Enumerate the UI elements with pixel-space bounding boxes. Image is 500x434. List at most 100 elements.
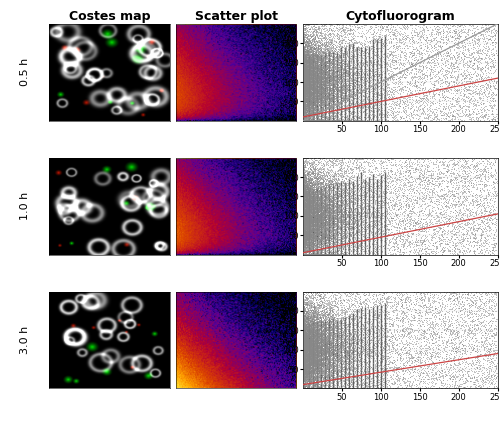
Point [376, 214, 384, 221]
Point [305, 181, 313, 188]
Point [353, 332, 361, 339]
Point [301, 171, 309, 178]
Point [330, 69, 338, 76]
Point [302, 91, 310, 98]
Point [396, 42, 404, 49]
Point [305, 79, 313, 85]
Point [314, 251, 322, 258]
Point [470, 291, 478, 298]
Point [311, 205, 319, 212]
Point [300, 66, 308, 73]
Point [304, 177, 312, 184]
Point [302, 80, 310, 87]
Point [420, 289, 428, 296]
Point [300, 92, 308, 99]
Point [328, 158, 336, 164]
Point [396, 220, 404, 227]
Point [310, 60, 318, 67]
Point [356, 59, 364, 66]
Point [318, 99, 326, 106]
Point [429, 155, 437, 162]
Point [401, 201, 409, 208]
Point [473, 83, 481, 90]
Point [318, 191, 326, 198]
Point [307, 58, 315, 65]
Point [306, 330, 314, 337]
Point [385, 203, 393, 210]
Point [300, 204, 308, 210]
Point [302, 99, 310, 105]
Point [349, 81, 357, 88]
Point [312, 345, 320, 352]
Point [306, 71, 314, 78]
Point [314, 61, 322, 68]
Point [332, 203, 340, 210]
Point [302, 182, 310, 189]
Point [314, 320, 322, 327]
Point [304, 96, 312, 103]
Point [314, 352, 322, 358]
Point [302, 50, 310, 57]
Point [461, 46, 469, 53]
Point [304, 116, 312, 123]
Point [384, 181, 392, 188]
Point [330, 66, 338, 73]
Point [364, 215, 372, 222]
Point [316, 303, 324, 310]
Point [305, 112, 313, 119]
Point [333, 177, 341, 184]
Point [302, 385, 310, 391]
Point [311, 194, 319, 201]
Point [330, 314, 338, 321]
Point [447, 77, 455, 84]
Point [387, 39, 395, 46]
Point [312, 161, 320, 168]
Point [302, 103, 310, 110]
Point [400, 297, 408, 304]
Point [338, 324, 346, 331]
Point [310, 214, 318, 220]
Point [314, 79, 322, 86]
Point [319, 80, 327, 87]
Point [368, 336, 376, 343]
Point [340, 329, 348, 335]
Point [436, 158, 444, 165]
Point [329, 209, 337, 216]
Point [471, 325, 479, 332]
Point [364, 381, 372, 388]
Point [342, 362, 349, 369]
Point [325, 54, 333, 61]
Point [332, 304, 340, 311]
Point [416, 62, 424, 69]
Point [422, 310, 430, 317]
Point [318, 62, 326, 69]
Point [314, 325, 322, 332]
Point [325, 240, 333, 247]
Point [336, 320, 344, 327]
Point [354, 222, 362, 229]
Point [418, 30, 426, 37]
Point [301, 117, 309, 124]
Point [302, 212, 310, 219]
Point [310, 340, 318, 347]
Point [406, 216, 414, 223]
Point [300, 191, 308, 197]
Point [345, 231, 353, 238]
Point [340, 51, 348, 58]
Point [300, 88, 308, 95]
Point [318, 234, 326, 241]
Point [329, 42, 337, 49]
Point [365, 188, 373, 195]
Point [350, 64, 358, 71]
Point [311, 79, 319, 85]
Point [325, 347, 333, 354]
Point [365, 37, 373, 44]
Point [302, 351, 310, 358]
Point [370, 36, 378, 43]
Point [378, 62, 386, 69]
Point [426, 333, 434, 340]
Point [310, 64, 318, 71]
Point [303, 349, 311, 356]
Point [404, 67, 412, 74]
Point [452, 293, 460, 300]
